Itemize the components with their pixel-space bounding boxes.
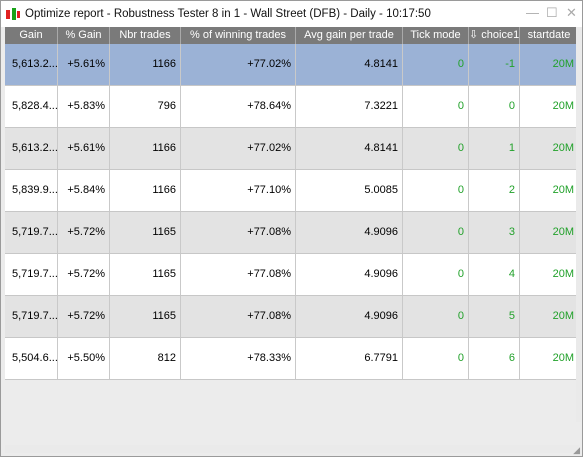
table-row[interactable]: 5,613.2... +5.61% 1166 +77.02% 4.8141 0 1 20M: [5, 128, 579, 170]
cell-tick-mode: 0: [403, 254, 469, 295]
cell-startdate: 20M: [520, 212, 579, 253]
cell-startdate: 20M: [520, 86, 579, 127]
cell-choice1: 6: [469, 338, 520, 379]
cell-startdate: 20M: [520, 44, 579, 85]
maximize-icon[interactable]: ☐: [546, 5, 558, 20]
cell-nbr-trades: 796: [110, 86, 181, 127]
cell-nbr-trades: 1165: [110, 296, 181, 337]
cell-nbr-trades: 1166: [110, 170, 181, 211]
cell-gain: 5,504.6...: [5, 338, 58, 379]
column-header-pct-winning[interactable]: % of winning trades: [181, 27, 296, 44]
cell-nbr-trades: 812: [110, 338, 181, 379]
cell-pct-winning: +78.33%: [181, 338, 296, 379]
cell-avg-gain: 4.9096: [296, 212, 403, 253]
table-row[interactable]: 5,719.7... +5.72% 1165 +77.08% 4.9096 0 3 20M: [5, 212, 579, 254]
cell-tick-mode: 0: [403, 338, 469, 379]
table-row[interactable]: 5,828.4... +5.83% 796 +78.64% 7.3221 0 0 20M: [5, 86, 579, 128]
cell-tick-mode: 0: [403, 86, 469, 127]
cell-gain: 5,613.2...: [5, 128, 58, 169]
cell-pct-gain: +5.83%: [58, 86, 110, 127]
cell-avg-gain: 4.8141: [296, 44, 403, 85]
cell-startdate: 20M: [520, 170, 579, 211]
minimize-icon[interactable]: —: [526, 5, 539, 20]
cell-gain: 5,613.2...: [5, 44, 58, 85]
table-row[interactable]: 5,719.7... +5.72% 1165 +77.08% 4.9096 0 5 20M: [5, 296, 579, 338]
cell-tick-mode: 0: [403, 170, 469, 211]
cell-tick-mode: 0: [403, 44, 469, 85]
column-header-avg-gain[interactable]: Avg gain per trade: [296, 27, 403, 44]
cell-avg-gain: 5.0085: [296, 170, 403, 211]
cell-gain: 5,839.9...: [5, 170, 58, 211]
column-header-pct-gain[interactable]: % Gain: [58, 27, 110, 44]
title-bar[interactable]: Optimize report - Robustness Tester 8 in…: [1, 1, 582, 27]
cell-pct-gain: +5.50%: [58, 338, 110, 379]
cell-pct-gain: +5.61%: [58, 44, 110, 85]
cell-startdate: 20M: [520, 128, 579, 169]
cell-tick-mode: 0: [403, 212, 469, 253]
cell-choice1: 2: [469, 170, 520, 211]
cell-pct-winning: +77.02%: [181, 128, 296, 169]
cell-choice1: 3: [469, 212, 520, 253]
cell-avg-gain: 4.8141: [296, 128, 403, 169]
cell-avg-gain: 4.9096: [296, 296, 403, 337]
cell-avg-gain: 4.9096: [296, 254, 403, 295]
cell-choice1: 1: [469, 128, 520, 169]
cell-choice1: 0: [469, 86, 520, 127]
cell-nbr-trades: 1166: [110, 128, 181, 169]
cell-tick-mode: 0: [403, 128, 469, 169]
cell-startdate: 20M: [520, 296, 579, 337]
column-header-choice1[interactable]: ⇩ choice1: [469, 27, 520, 44]
vertical-scrollbar[interactable]: [576, 27, 581, 422]
cell-tick-mode: 0: [403, 296, 469, 337]
cell-choice1: 5: [469, 296, 520, 337]
cell-gain: 5,719.7...: [5, 254, 58, 295]
table-row[interactable]: 5,613.2... +5.61% 1166 +77.02% 4.8141 0 -1 20M: [5, 44, 579, 86]
column-header-gain[interactable]: Gain: [5, 27, 58, 44]
cell-pct-winning: +77.08%: [181, 254, 296, 295]
table-row[interactable]: 5,719.7... +5.72% 1165 +77.08% 4.9096 0 4 20M: [5, 254, 579, 296]
cell-pct-winning: +77.08%: [181, 212, 296, 253]
cell-gain: 5,719.7...: [5, 296, 58, 337]
cell-nbr-trades: 1166: [110, 44, 181, 85]
column-header-tick-mode[interactable]: Tick mode: [403, 27, 469, 44]
table-row[interactable]: 5,504.6... +5.50% 812 +78.33% 6.7791 0 6 20M: [5, 338, 579, 380]
cell-pct-winning: +77.08%: [181, 296, 296, 337]
cell-pct-gain: +5.61%: [58, 128, 110, 169]
cell-pct-winning: +78.64%: [181, 86, 296, 127]
candlestick-chart-icon: [4, 6, 22, 22]
cell-avg-gain: 7.3221: [296, 86, 403, 127]
window-title: Optimize report - Robustness Tester 8 in…: [25, 8, 431, 20]
column-header-startdate[interactable]: startdate: [520, 27, 579, 44]
column-header-nbr-trades[interactable]: Nbr trades: [110, 27, 181, 44]
cell-gain: 5,719.7...: [5, 212, 58, 253]
cell-startdate: 20M: [520, 338, 579, 379]
cell-choice1: -1: [469, 44, 520, 85]
table-row[interactable]: 5,839.9... +5.84% 1166 +77.10% 5.0085 0 2 20M: [5, 170, 579, 212]
cell-startdate: 20M: [520, 254, 579, 295]
cell-pct-gain: +5.84%: [58, 170, 110, 211]
cell-gain: 5,828.4...: [5, 86, 58, 127]
cell-nbr-trades: 1165: [110, 212, 181, 253]
cell-pct-gain: +5.72%: [58, 296, 110, 337]
cell-nbr-trades: 1165: [110, 254, 181, 295]
results-table-body: 5,613.2... +5.61% 1166 +77.02% 4.8141 0 -1 20M 5…: [5, 44, 579, 380]
cell-pct-gain: +5.72%: [58, 212, 110, 253]
close-icon[interactable]: ✕: [566, 5, 577, 20]
cell-pct-winning: +77.10%: [181, 170, 296, 211]
cell-pct-gain: +5.72%: [58, 254, 110, 295]
cell-avg-gain: 6.7791: [296, 338, 403, 379]
horizontal-scrollbar[interactable]: [5, 445, 579, 453]
resize-grip-icon[interactable]: ◢: [573, 445, 580, 455]
table-header: Gain % Gain Nbr trades % of winning trad…: [5, 27, 579, 44]
cell-pct-winning: +77.02%: [181, 44, 296, 85]
cell-choice1: 4: [469, 254, 520, 295]
